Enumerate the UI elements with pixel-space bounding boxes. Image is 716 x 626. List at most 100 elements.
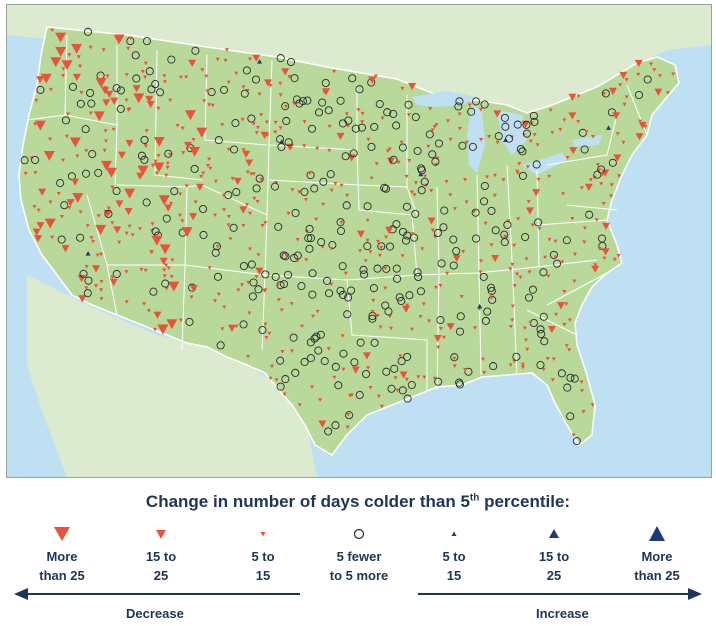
- decrease-marker: [85, 224, 90, 228]
- no-change-marker: [467, 107, 476, 116]
- decrease-marker: [385, 226, 394, 234]
- decrease-marker: [512, 243, 517, 248]
- lake-michigan: [467, 105, 485, 173]
- no-change-marker: [164, 149, 173, 158]
- decrease-marker: [189, 295, 194, 300]
- decrease-marker: [275, 283, 280, 288]
- no-change-marker: [363, 202, 372, 211]
- no-change-marker: [274, 222, 283, 231]
- decrease-marker: [124, 270, 129, 274]
- decrease-marker: [278, 126, 283, 130]
- increase-marker: [605, 125, 611, 130]
- decrease-marker: [396, 160, 401, 165]
- no-change-marker: [357, 123, 367, 132]
- no-change-marker: [68, 82, 77, 91]
- decrease-marker: [169, 275, 174, 279]
- no-change-marker: [607, 108, 616, 117]
- decrease-marker: [492, 193, 497, 198]
- decrease-marker: [452, 356, 457, 361]
- decrease-marker: [199, 174, 204, 179]
- decrease-marker: [478, 270, 483, 275]
- decrease-marker: [409, 190, 414, 195]
- decrease-marker: [333, 182, 338, 186]
- decrease-marker: [407, 159, 412, 163]
- no-change-marker: [321, 78, 330, 88]
- increase-marker: [85, 251, 91, 256]
- decrease-marker: [618, 83, 623, 88]
- no-change-marker: [481, 316, 490, 325]
- decrease-marker: [601, 169, 610, 177]
- decrease-marker: [159, 257, 168, 265]
- decrease-marker: [441, 335, 446, 340]
- decrease-marker: [616, 253, 621, 258]
- decrease-marker: [609, 194, 614, 198]
- right-arrow-icon: [688, 588, 702, 600]
- decrease-marker: [532, 133, 537, 137]
- no-change-marker: [248, 292, 257, 301]
- decrease-marker: [48, 137, 53, 142]
- decrease-marker: [464, 140, 469, 145]
- decrease-marker: [159, 244, 171, 255]
- no-change-marker: [320, 357, 329, 366]
- legend-item-decrease-large: More than 25: [17, 522, 107, 584]
- decrease-marker: [445, 119, 450, 123]
- decrease-marker: [344, 112, 349, 116]
- no-change-marker: [255, 174, 264, 183]
- no-change-marker: [530, 117, 539, 126]
- decrease-marker: [96, 214, 101, 218]
- decrease-marker: [207, 266, 212, 271]
- no-change-marker: [479, 272, 488, 281]
- decrease-marker: [158, 195, 170, 206]
- decrease-marker: [582, 226, 587, 231]
- decrease-marker: [400, 254, 405, 258]
- decrease-marker: [111, 127, 116, 132]
- no-change-marker: [455, 327, 465, 336]
- decrease-marker: [75, 154, 80, 159]
- decrease-marker: [33, 122, 38, 127]
- decrease-marker: [178, 192, 183, 197]
- decrease-marker: [429, 189, 434, 193]
- no-change-marker: [297, 282, 306, 291]
- decrease-marker: [471, 209, 476, 214]
- no-change-marker: [539, 312, 548, 321]
- decrease-marker: [249, 172, 254, 176]
- decrease-marker: [255, 267, 264, 275]
- decrease-marker: [438, 283, 443, 288]
- decrease-marker: [78, 295, 87, 303]
- decrease-marker: [61, 245, 70, 253]
- decrease-marker: [593, 263, 598, 267]
- decrease-marker: [345, 425, 350, 430]
- decrease-marker: [136, 172, 145, 180]
- decrease-marker: [515, 169, 520, 174]
- decrease-marker: [576, 120, 581, 124]
- no-change-marker: [456, 312, 465, 321]
- no-change-marker: [402, 202, 411, 211]
- no-change-marker: [401, 236, 411, 245]
- decrease-marker: [246, 354, 251, 359]
- no-change-marker: [151, 80, 160, 89]
- decrease-marker: [245, 203, 250, 207]
- decrease-marker: [175, 123, 180, 128]
- lake-ontario: [572, 135, 602, 147]
- decrease-marker: [110, 221, 115, 225]
- decrease-marker: [343, 271, 348, 276]
- decrease-marker: [77, 274, 86, 283]
- increase-marker: [477, 303, 483, 309]
- no-change-marker: [251, 75, 261, 84]
- decrease-marker: [137, 165, 149, 176]
- decrease-marker: [582, 240, 587, 244]
- mexico-land: [27, 275, 317, 477]
- no-change-marker: [339, 349, 348, 358]
- no-change-marker: [149, 287, 158, 296]
- decrease-marker: [558, 127, 563, 132]
- decrease-marker: [368, 76, 377, 84]
- no-change-marker: [382, 264, 391, 273]
- decrease-marker: [569, 147, 578, 155]
- no-change-marker: [562, 236, 571, 245]
- decrease-marker: [393, 376, 398, 380]
- decrease-marker: [230, 176, 235, 181]
- decrease-marker: [23, 171, 28, 176]
- no-change-marker: [363, 242, 372, 251]
- decrease-marker: [434, 123, 439, 127]
- decrease-marker: [130, 233, 135, 237]
